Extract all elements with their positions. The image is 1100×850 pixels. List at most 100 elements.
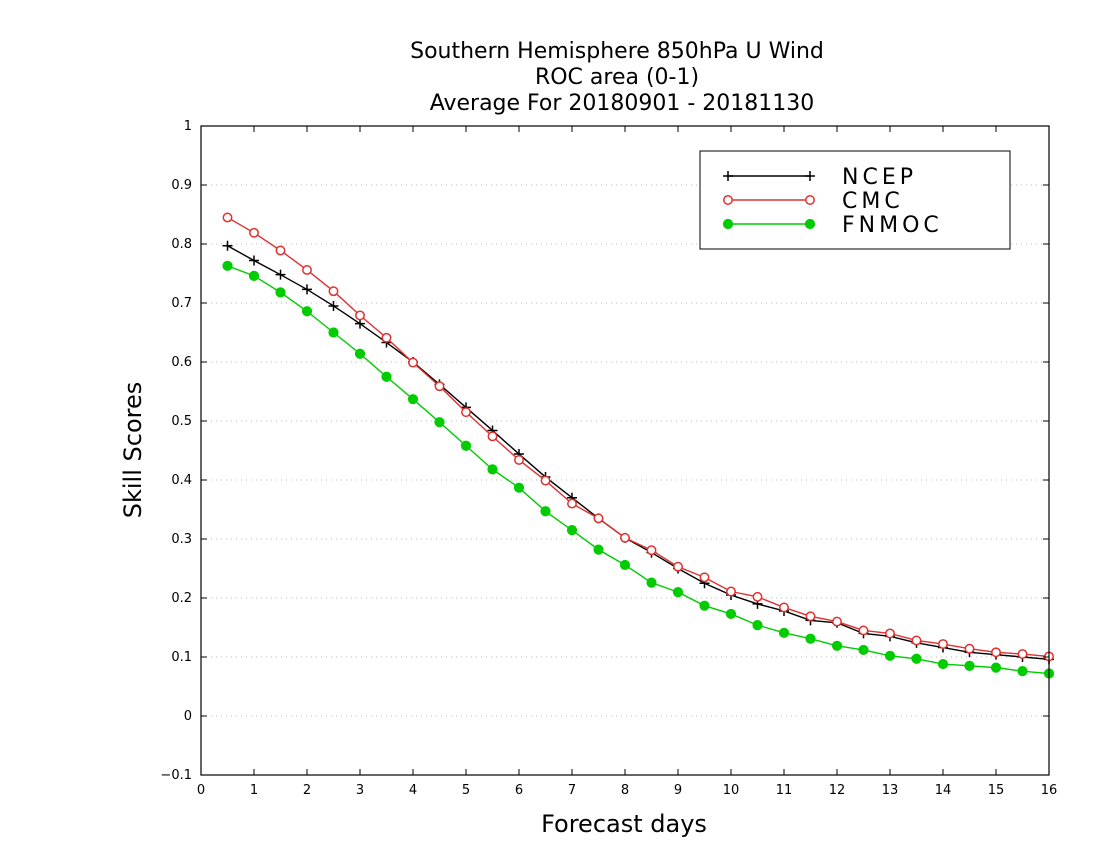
data-point-fnmoc	[937, 658, 949, 670]
y-tick-label: 0	[184, 709, 192, 724]
data-point-cmc	[620, 532, 630, 543]
data-point-cmc	[832, 616, 842, 627]
data-point-fnmoc	[858, 644, 869, 656]
gridlines	[201, 184, 1049, 717]
data-point-fnmoc	[487, 464, 498, 475]
series-line-cmc	[227, 216, 1050, 658]
data-point-cmc	[487, 431, 498, 442]
chart-title-line-3: Average For 20180901 - 20181130	[430, 91, 815, 116]
x-tick-label: 11	[776, 783, 793, 798]
data-point-cmc	[222, 212, 233, 223]
x-tick-label: 1	[250, 783, 258, 798]
data-point-fnmoc	[566, 525, 578, 536]
y-tick-label: 0.8	[171, 237, 192, 252]
data-point-fnmoc	[1017, 666, 1028, 677]
data-point-cmc	[249, 227, 259, 238]
series-fnmoc	[222, 260, 1055, 679]
data-point-fnmoc	[275, 287, 286, 298]
data-point-fnmoc	[990, 662, 1002, 673]
y-tick-label: 0.7	[171, 296, 192, 311]
data-point-fnmoc	[752, 620, 763, 631]
y-tick-label: 0.2	[171, 591, 192, 606]
data-point-cmc	[805, 611, 816, 622]
data-point-cmc	[302, 265, 312, 275]
data-point-fnmoc	[699, 600, 710, 611]
x-tick-label: 16	[1041, 783, 1058, 798]
legend-marker-ncep	[723, 171, 733, 181]
y-tick-label: 0.9	[171, 178, 192, 193]
data-point-fnmoc	[540, 506, 551, 517]
data-point-cmc	[355, 310, 365, 321]
data-point-ncep	[275, 269, 286, 280]
data-point-cmc	[408, 357, 418, 368]
data-point-cmc	[275, 245, 286, 256]
x-tick-label: 14	[935, 783, 952, 798]
data-point-ncep	[328, 300, 339, 311]
x-tick-label: 0	[197, 783, 205, 798]
data-point-cmc	[1017, 649, 1028, 659]
data-point-fnmoc	[513, 482, 525, 493]
data-point-fnmoc	[460, 440, 472, 451]
data-point-cmc	[646, 545, 657, 556]
y-axis-label: Skill Scores	[119, 382, 147, 519]
data-point-fnmoc	[646, 577, 657, 588]
x-tick-label: 3	[356, 783, 364, 798]
y-tick-label: 0.6	[171, 355, 192, 370]
data-point-fnmoc	[248, 270, 260, 281]
data-point-cmc	[699, 572, 710, 583]
data-point-fnmoc	[619, 559, 631, 571]
x-tick-label: 5	[462, 783, 470, 798]
data-point-fnmoc	[381, 371, 392, 382]
y-tick-label: 1	[184, 119, 192, 134]
data-point-ncep	[249, 255, 259, 266]
x-tick-label: 2	[303, 783, 311, 798]
legend-marker-ncep	[805, 171, 815, 181]
y-tick-label: −0.1	[160, 768, 192, 783]
data-point-fnmoc	[434, 417, 445, 428]
data-point-cmc	[779, 602, 789, 613]
data-point-fnmoc	[778, 627, 790, 638]
data-point-fnmoc	[301, 306, 313, 317]
data-point-cmc	[991, 647, 1001, 658]
data-point-cmc	[593, 513, 604, 524]
data-point-fnmoc	[407, 394, 419, 405]
data-point-cmc	[328, 286, 339, 297]
data-point-cmc	[567, 498, 577, 509]
y-axis-ticks: −0.1 0 0.1 0.2 0.3 0.4 0.5 0.6 0.7 0.8 0.9 1	[160, 119, 1049, 783]
data-point-cmc	[858, 625, 869, 636]
data-point-cmc	[938, 639, 948, 649]
y-tick-label: 0.5	[171, 414, 192, 429]
data-point-fnmoc	[672, 587, 684, 598]
data-point-fnmoc	[911, 653, 922, 664]
x-tick-label: 12	[829, 783, 846, 798]
y-tick-label: 0.1	[171, 650, 192, 665]
chart-title: Southern Hemisphere 850hPa U Wind ROC ar…	[410, 39, 824, 116]
x-tick-label: 4	[409, 783, 417, 798]
x-tick-label: 9	[674, 783, 682, 798]
data-point-cmc	[885, 628, 895, 639]
series-line-fnmoc	[227, 265, 1050, 675]
legend-marker-cmc	[805, 195, 815, 205]
legend-label-ncep: NCEP	[842, 165, 917, 190]
series-lines	[222, 212, 1055, 679]
legend-marker-fnmoc	[722, 218, 734, 230]
data-point-fnmoc	[593, 544, 604, 555]
data-point-fnmoc	[964, 660, 975, 671]
x-tick-label: 13	[882, 783, 899, 798]
legend-marker-fnmoc	[804, 218, 816, 230]
data-point-fnmoc	[725, 608, 737, 620]
x-axis-ticks: 0 1 2 3 4 5 6 7 8 9 10 11 12 13 14 15 16	[197, 126, 1057, 798]
legend-label-cmc: CMC	[842, 189, 904, 214]
x-tick-label: 15	[988, 783, 1005, 798]
data-point-ncep	[222, 240, 233, 251]
data-point-cmc	[752, 591, 763, 602]
x-axis-label: Forecast days	[541, 810, 707, 838]
x-tick-label: 6	[515, 783, 523, 798]
chart-title-line-2: ROC area (0-1)	[535, 65, 699, 90]
data-point-fnmoc	[222, 260, 233, 271]
data-point-cmc	[911, 635, 922, 646]
legend-marker-cmc	[723, 195, 733, 205]
data-point-cmc	[434, 381, 445, 392]
